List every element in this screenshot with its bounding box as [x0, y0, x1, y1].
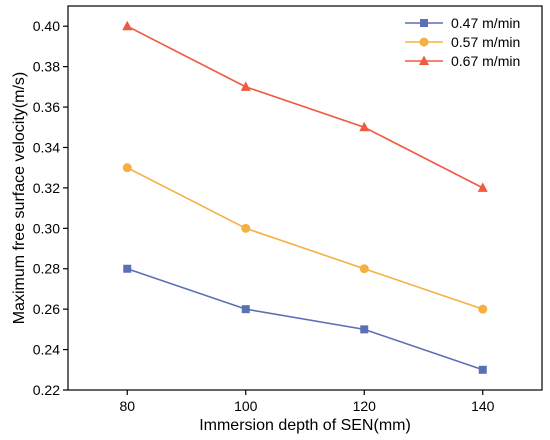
- series-line: [126, 166, 484, 310]
- data-point: [122, 163, 132, 173]
- legend-item: 0.67 m/min: [405, 53, 520, 69]
- data-point: [240, 81, 251, 91]
- x-tick-label: 100: [234, 398, 258, 414]
- y-tick-label: 0.40: [33, 18, 60, 34]
- y-tick-label: 0.22: [33, 382, 60, 398]
- y-tick-label: 0.26: [33, 301, 60, 317]
- x-axis-title: Immersion depth of SEN(mm): [199, 417, 411, 434]
- y-tick-label: 0.32: [33, 180, 60, 196]
- series-line: [126, 267, 484, 371]
- data-point: [241, 305, 250, 314]
- data-point: [359, 121, 370, 132]
- series-1: [123, 264, 487, 374]
- data-point: [241, 223, 251, 233]
- data-point: [359, 264, 369, 274]
- y-tick-label: 0.34: [33, 139, 60, 155]
- y-tick-label: 0.38: [33, 59, 60, 75]
- series-line: [126, 25, 484, 189]
- legend-item: 0.47 m/min: [405, 15, 520, 31]
- legend-marker: [419, 55, 429, 65]
- y-axis-title: Maximum free surface velocity(m/s): [11, 72, 28, 325]
- y-tick-label: 0.28: [33, 261, 60, 277]
- series-3: [122, 20, 488, 192]
- legend-label: 0.67 m/min: [451, 53, 520, 69]
- legend-marker: [420, 19, 428, 27]
- y-tick-label: 0.30: [33, 220, 60, 236]
- y-tick-label: 0.36: [33, 99, 60, 115]
- plot-area: [122, 20, 488, 374]
- legend: 0.47 m/min 0.57 m/min 0.67 m/min: [405, 15, 520, 69]
- x-axis: 80 100 120 140: [119, 390, 495, 414]
- data-point: [478, 365, 487, 374]
- data-point: [360, 325, 369, 334]
- y-axis: 0.22 0.24 0.26 0.28 0.30 0.32 0.34 0.36 0.38 0.40: [33, 18, 68, 398]
- data-point: [123, 264, 132, 273]
- x-tick-label: 80: [119, 398, 135, 414]
- legend-label: 0.47 m/min: [451, 15, 520, 31]
- data-point: [478, 304, 488, 314]
- y-tick-label: 0.24: [33, 342, 60, 358]
- data-point: [122, 20, 133, 31]
- legend-label: 0.57 m/min: [451, 34, 520, 50]
- data-point: [477, 182, 488, 192]
- plot-frame: [67, 5, 543, 391]
- x-tick-label: 140: [471, 398, 495, 414]
- x-tick-label: 120: [353, 398, 377, 414]
- series-2: [122, 163, 488, 314]
- legend-item: 0.57 m/min: [405, 34, 520, 50]
- legend-marker: [419, 37, 429, 47]
